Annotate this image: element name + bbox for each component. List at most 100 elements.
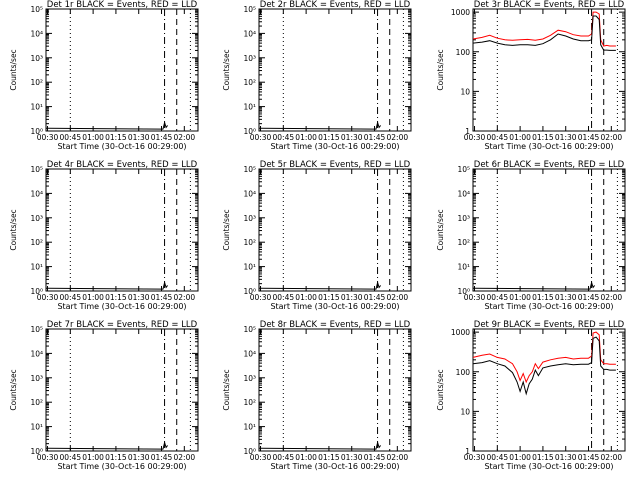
chart-panel: Det 8r BLACK = Events, RED = LLD 00:30 00:…	[222, 320, 412, 471]
chart-title: Det 9r BLACK = Events, RED = LLD	[474, 320, 625, 330]
y-tick-label: 10²	[243, 238, 256, 247]
x-tick-label: 01:30	[555, 293, 577, 302]
y-tick-label: 10⁴	[243, 29, 256, 38]
y-tick-label: 10¹	[243, 423, 256, 432]
x-tick-label: 01:15	[532, 453, 554, 462]
y-tick-label: 100	[456, 368, 471, 377]
y-axis-label: Counts/sec	[222, 369, 231, 410]
events-series-line	[473, 280, 595, 290]
events-series-line	[46, 120, 169, 130]
y-tick-label: 10³	[30, 54, 43, 63]
y-axis-label: Counts/sec	[222, 49, 231, 90]
events-series-line	[46, 440, 169, 450]
y-tick-label: 10²	[243, 78, 256, 87]
y-axis-label: Counts/sec	[436, 369, 445, 410]
x-tick-label: 00:45	[487, 453, 509, 462]
y-tick-label: 10⁵	[243, 165, 256, 174]
events-series-line	[472, 15, 616, 51]
chart-title: Det 2r BLACK = Events, RED = LLD	[260, 0, 411, 10]
x-tick-label: 00:45	[487, 293, 509, 302]
x-tick-label: 01:00	[82, 133, 104, 142]
lld-series-line	[472, 11, 616, 47]
x-tick-label: 00:30	[464, 293, 486, 302]
chart-title: Det 1r BLACK = Events, RED = LLD	[47, 0, 198, 10]
chart-title: Det 8r BLACK = Events, RED = LLD	[260, 320, 411, 330]
x-axis-label: Start Time (30-Oct-16 00:29:00)	[270, 462, 399, 471]
y-tick-label: 10²	[243, 398, 256, 407]
y-tick-label: 10⁵	[30, 325, 43, 334]
y-tick-label: 1	[465, 127, 470, 136]
y-tick-label: 10¹	[30, 103, 43, 112]
chart-panel: Det 4r BLACK = Events, RED = LLD 00:30 00:…	[9, 160, 199, 311]
y-tick-label: 10⁰	[30, 287, 43, 296]
x-tick-label: 01:00	[82, 453, 104, 462]
x-tick-label: 01:15	[105, 133, 127, 142]
x-axis-label: Start Time (30-Oct-16 00:29:00)	[57, 462, 186, 471]
y-tick-label: 100	[456, 48, 471, 57]
plot-frame	[45, 8, 199, 132]
x-tick-label: 00:45	[60, 293, 82, 302]
y-tick-label: 10²	[30, 78, 43, 87]
x-tick-label: 00:30	[250, 293, 272, 302]
y-axis-label: Counts/sec	[9, 209, 18, 250]
plot-frame	[472, 8, 626, 132]
y-axis-label: Counts/sec	[9, 49, 18, 90]
y-tick-label: 1000	[451, 8, 470, 17]
x-axis-label: Start Time (30-Oct-16 00:29:00)	[57, 302, 186, 311]
x-tick-label: 01:45	[578, 453, 600, 462]
chart-panel: Det 3r BLACK = Events, RED = LLD 00:30 00:…	[436, 0, 626, 151]
y-tick-label: 1000	[451, 328, 470, 337]
plot-frame	[45, 328, 199, 452]
events-series-line	[259, 280, 382, 290]
chart-panel: Det 2r BLACK = Events, RED = LLD 00:30 00:…	[222, 0, 412, 151]
plot-frame	[258, 8, 412, 132]
x-tick-label: 01:45	[151, 453, 173, 462]
y-tick-label: 10⁰	[243, 447, 256, 456]
y-tick-label: 10⁴	[457, 189, 470, 198]
chart-title: Det 7r BLACK = Events, RED = LLD	[47, 320, 198, 330]
x-tick-label: 00:30	[250, 453, 272, 462]
events-series-line	[259, 440, 382, 450]
events-series-line	[46, 280, 169, 290]
y-tick-label: 10⁵	[457, 165, 470, 174]
x-tick-label: 01:15	[318, 133, 340, 142]
plot-frame	[258, 168, 412, 292]
plot-frame	[45, 168, 199, 292]
x-tick-label: 00:30	[37, 453, 59, 462]
x-tick-label: 02:00	[387, 293, 409, 302]
x-tick-label: 01:30	[341, 133, 363, 142]
y-tick-label: 10⁰	[243, 287, 256, 296]
x-tick-label: 02:00	[387, 133, 409, 142]
y-tick-label: 10⁴	[30, 189, 43, 198]
y-tick-label: 10⁰	[30, 127, 43, 136]
x-tick-label: 01:30	[341, 453, 363, 462]
y-axis-label: Counts/sec	[9, 369, 18, 410]
y-tick-label: 10⁵	[243, 5, 256, 14]
x-tick-label: 00:45	[273, 453, 295, 462]
x-axis-label: Start Time (30-Oct-16 00:29:00)	[270, 302, 399, 311]
x-tick-label: 01:45	[578, 133, 600, 142]
y-tick-label: 10³	[457, 214, 470, 223]
y-tick-label: 10⁵	[243, 325, 256, 334]
chart-title: Det 4r BLACK = Events, RED = LLD	[47, 160, 198, 170]
y-tick-label: 10¹	[30, 263, 43, 272]
x-tick-label: 01:30	[555, 133, 577, 142]
chart-panel: Det 9r BLACK = Events, RED = LLD 00:30 00:…	[436, 320, 626, 471]
x-axis-label: Start Time (30-Oct-16 00:29:00)	[484, 462, 613, 471]
x-axis-label: Start Time (30-Oct-16 00:29:00)	[57, 142, 186, 151]
chart-title: Det 3r BLACK = Events, RED = LLD	[474, 0, 625, 10]
x-tick-label: 01:45	[364, 453, 386, 462]
x-tick-label: 01:30	[128, 453, 150, 462]
x-tick-label: 01:00	[509, 133, 531, 142]
x-tick-label: 01:00	[295, 293, 317, 302]
events-series-line	[259, 120, 382, 130]
x-tick-label: 00:45	[60, 453, 82, 462]
x-tick-label: 01:15	[318, 293, 340, 302]
y-tick-label: 10⁰	[30, 447, 43, 456]
x-tick-label: 01:15	[532, 133, 554, 142]
x-tick-label: 00:45	[60, 133, 82, 142]
x-tick-label: 01:45	[364, 293, 386, 302]
y-tick-label: 10¹	[243, 263, 256, 272]
y-tick-label: 10¹	[30, 423, 43, 432]
